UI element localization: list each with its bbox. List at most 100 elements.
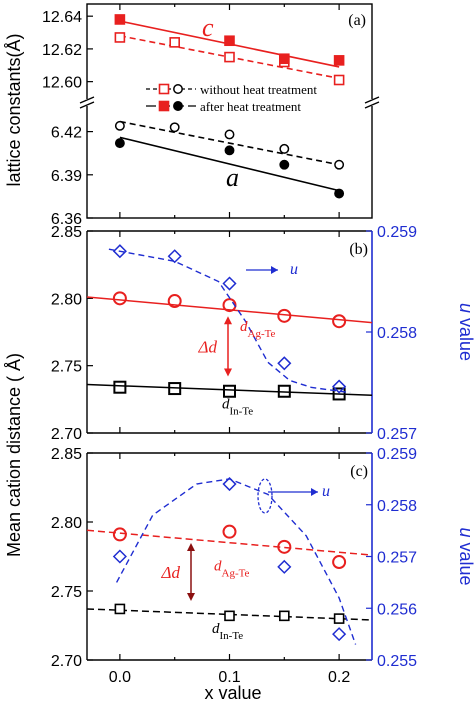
u-peak-ellipse [257, 478, 273, 514]
data-point-u [112, 244, 127, 259]
data-point-u [332, 627, 347, 642]
axis-break-left-1 [79, 96, 95, 104]
x-axis-title: x value [204, 683, 261, 703]
data-point-a [333, 55, 345, 66]
y-tick-label: 2.80 [51, 515, 82, 532]
data-point-inte [224, 610, 235, 622]
u-arrow-head [271, 266, 278, 274]
fit-line-agte [86, 529, 373, 556]
delta-d-arrow-head-down [187, 592, 195, 601]
legend-marker-filled-square [158, 100, 170, 112]
y-tick-label: 12.60 [42, 75, 82, 92]
data-point-a [224, 35, 235, 47]
y2-tick-label: 0.255 [377, 653, 417, 670]
y2-tick-label: 0.257 [377, 426, 417, 443]
y-tick-label: 2.70 [51, 426, 82, 443]
axis-break-mask-left [81, 99, 93, 106]
panel-label: (c) [350, 463, 368, 480]
fit-line-inte [86, 608, 373, 621]
data-point-a [333, 74, 345, 86]
y-axis-title-a: lattice constants(Å) [4, 33, 24, 186]
data-point-inte [113, 380, 127, 394]
legend-marker-open-square [158, 83, 170, 95]
axis-break-right-1 [364, 96, 380, 104]
y-tick-label: 6.42 [51, 125, 82, 142]
panel-c: 0.0 0.1 0.2 2.85 2.80 2.75 2.70 0.259 0.258 0.257… [51, 446, 474, 686]
legend-label-after: after heat treatment [200, 99, 301, 114]
data-point-a [224, 129, 235, 140]
x-tick-label: 0.1 [218, 669, 240, 686]
u-label: u [322, 483, 330, 500]
y-tick-label: 12.64 [42, 9, 82, 26]
data-point-inte [114, 603, 126, 615]
legend-a: without heat treatment after heat treatme… [146, 82, 317, 114]
y-tick-label: 12.62 [42, 42, 82, 59]
legend-marker-open-circle [173, 84, 183, 94]
data-point-a [114, 138, 125, 149]
axis-break-left-2 [79, 101, 95, 109]
data-point-inte [333, 613, 345, 624]
delta-d-label: Δd [161, 563, 181, 582]
data-point-a [334, 188, 345, 199]
y2-tick-label: 0.258 [377, 325, 417, 342]
y-tick-label: 2.80 [51, 291, 82, 308]
y2-tick-label: 0.259 [377, 224, 417, 241]
data-point-u [112, 549, 127, 564]
y-tick-label: 6.39 [51, 168, 82, 185]
label-d-inte: dIn-Te [212, 621, 243, 642]
data-point-agte [332, 314, 347, 329]
y-tick-label: 2.75 [51, 584, 82, 601]
data-point-inte [332, 387, 346, 401]
label-a: a [226, 163, 239, 192]
y-tick-label: 2.85 [51, 446, 82, 463]
u-arrow-head [311, 488, 318, 496]
delta-d-arrow-head-up [224, 316, 232, 325]
data-point-inte [279, 610, 290, 622]
y2-tick-label: 0.258 [377, 498, 417, 515]
u-trend-curve [115, 478, 357, 645]
label-d-agte: dAg-Te [214, 558, 250, 579]
delta-d-arrow-head-down [224, 368, 232, 377]
data-point-inte [168, 382, 182, 396]
u-label: u [290, 261, 298, 278]
fit-line-a [119, 120, 340, 166]
fit-line-inte [86, 383, 373, 397]
data-point-u [222, 476, 237, 492]
data-point-u [222, 276, 237, 291]
data-point-agte [222, 524, 237, 539]
data-point-a [279, 53, 290, 65]
data-point-a [279, 159, 290, 170]
data-point-agte [167, 294, 182, 309]
data-point-inte [277, 384, 291, 398]
delta-d-label: Δd [198, 337, 218, 356]
data-point-a [114, 32, 126, 43]
label-c: c [202, 13, 214, 42]
x-tick-label: 0.0 [109, 669, 131, 686]
fit-line-agte [86, 296, 373, 324]
y2-tick-label: 0.257 [377, 550, 417, 567]
y-tick-label: 2.70 [51, 653, 82, 670]
data-point-u [332, 379, 347, 394]
label-d-agte: dAg-Te [240, 319, 276, 340]
panel-label-a: (a) [348, 12, 366, 29]
data-point-inte [223, 384, 236, 398]
data-point-a [279, 143, 290, 154]
data-point-a [224, 145, 235, 156]
axis-break-right-2 [364, 101, 380, 109]
data-point-u [167, 249, 182, 264]
legend-label-without: without heat treatment [200, 82, 317, 97]
data-point-a [334, 159, 345, 170]
panel-a: 12.64 12.62 12.60 6.42 6.39 6.36 c a (a) without … [42, 3, 380, 228]
y2-tick-label: 0.256 [377, 601, 417, 618]
x-tick-label: 0.2 [328, 669, 350, 686]
legend-marker-filled-circle [173, 101, 183, 111]
data-point-agte [277, 539, 292, 554]
y2-axis-title: u value [456, 527, 474, 585]
data-point-a [169, 122, 180, 133]
data-point-agte [277, 308, 292, 323]
label-d-inte: dIn-Te [222, 397, 253, 418]
y-tick-label: 2.85 [51, 224, 82, 241]
y2-tick-label: 0.259 [377, 446, 417, 463]
fit-line-a [119, 136, 340, 192]
